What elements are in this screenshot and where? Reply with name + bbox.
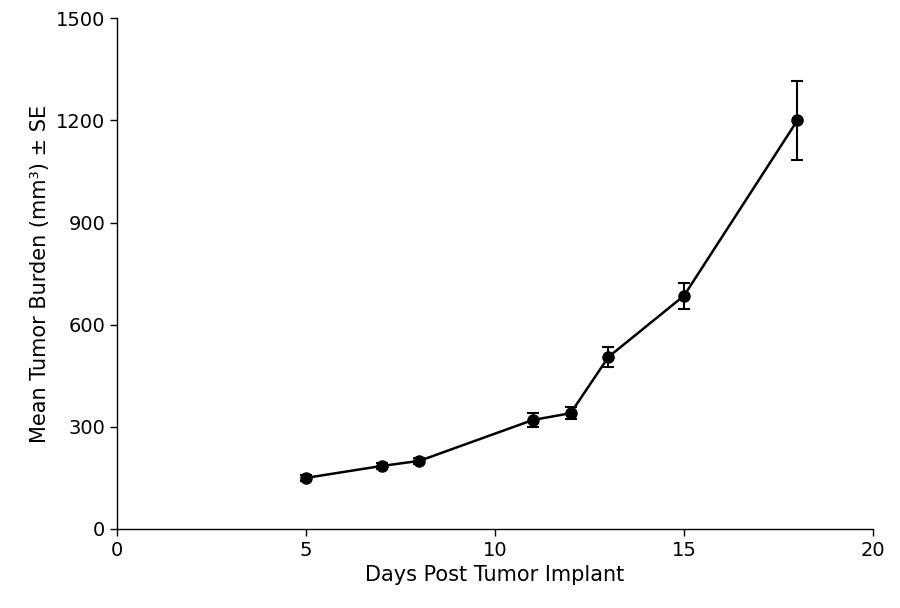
Y-axis label: Mean Tumor Burden (mm³) ± SE: Mean Tumor Burden (mm³) ± SE [31, 105, 50, 443]
X-axis label: Days Post Tumor Implant: Days Post Tumor Implant [365, 565, 625, 586]
